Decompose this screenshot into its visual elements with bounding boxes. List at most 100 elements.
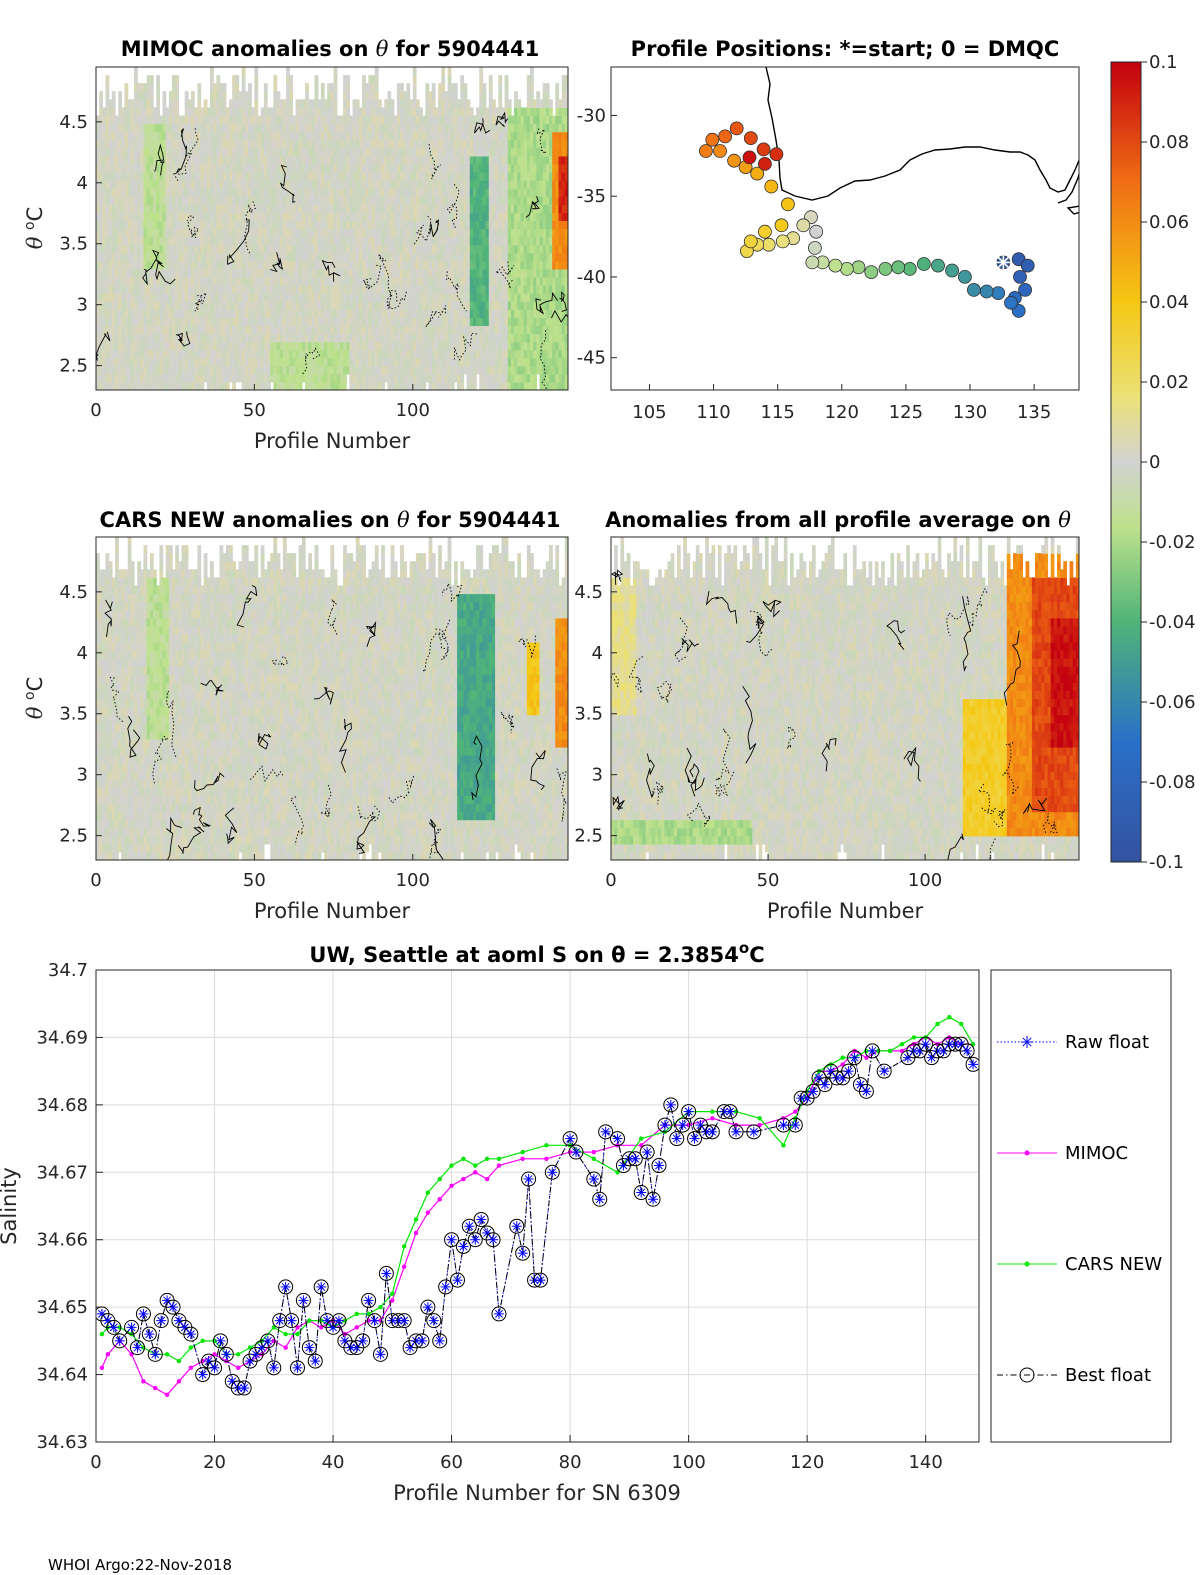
heatmap-cell bbox=[454, 341, 458, 351]
heatmap-cell bbox=[520, 276, 525, 286]
heatmap-cell bbox=[355, 131, 360, 141]
heatmap-cell bbox=[194, 115, 198, 125]
heatmap-cell bbox=[184, 381, 189, 390]
heatmap-cell bbox=[108, 341, 113, 351]
heatmap-cell bbox=[393, 220, 398, 230]
heatmap-cell bbox=[172, 293, 176, 302]
heatmap-cell bbox=[327, 212, 331, 221]
heatmap-cell bbox=[140, 309, 145, 318]
heatmap-cell bbox=[140, 107, 145, 117]
heatmap-cell bbox=[311, 236, 316, 246]
heatmap-cell bbox=[156, 349, 160, 359]
heatmap-cell bbox=[134, 115, 138, 125]
heatmap-cell bbox=[482, 373, 487, 383]
heatmap-cell bbox=[336, 147, 341, 157]
heatmap-cell bbox=[108, 131, 113, 141]
heatmap-cell bbox=[419, 325, 423, 335]
heatmap-cell bbox=[495, 131, 499, 141]
heatmap-cell bbox=[327, 155, 331, 165]
heatmap-cell bbox=[358, 244, 363, 254]
heatmap-cell bbox=[444, 163, 449, 173]
heatmap-cell bbox=[336, 163, 341, 173]
heatmap-cell bbox=[308, 276, 312, 286]
heatmap-cell bbox=[463, 228, 468, 238]
heatmap-cell bbox=[165, 139, 170, 149]
heatmap-cell bbox=[159, 285, 164, 294]
heatmap-cell bbox=[504, 276, 509, 286]
heatmap-cell bbox=[219, 228, 224, 238]
heatmap-cell bbox=[191, 349, 195, 359]
heatmap-cell bbox=[469, 365, 474, 375]
heatmap-cell bbox=[346, 252, 351, 262]
heatmap-cell bbox=[254, 155, 259, 165]
heatmap-cell bbox=[381, 357, 385, 367]
heatmap-cell bbox=[279, 365, 284, 375]
heatmap-cell bbox=[349, 381, 354, 390]
heatmap-cell bbox=[393, 123, 398, 133]
heatmap-cell bbox=[457, 333, 461, 343]
heatmap-cell bbox=[422, 252, 427, 262]
heatmap-cell bbox=[400, 204, 404, 213]
heatmap-cell bbox=[229, 333, 233, 343]
heatmap-cell bbox=[473, 131, 477, 141]
heatmap-cell bbox=[105, 139, 110, 149]
heatmap-cell bbox=[431, 83, 436, 92]
heatmap-cell bbox=[507, 196, 512, 205]
heatmap-cell bbox=[441, 204, 446, 213]
heatmap-cell bbox=[175, 212, 179, 221]
heatmap-cell bbox=[339, 341, 344, 351]
heatmap-cell bbox=[124, 357, 129, 367]
heatmap-cell bbox=[514, 180, 518, 189]
heatmap-cell bbox=[203, 252, 208, 262]
heatmap-cell bbox=[257, 180, 262, 189]
heatmap-cell bbox=[187, 357, 192, 367]
heatmap-cell bbox=[349, 333, 354, 343]
heatmap-cell bbox=[488, 139, 493, 149]
heatmap-cell bbox=[257, 196, 262, 205]
heatmap-cell bbox=[431, 349, 436, 359]
heatmap-cell bbox=[276, 147, 281, 157]
heatmap-cell bbox=[460, 236, 465, 246]
heatmap-cell bbox=[333, 244, 338, 254]
heatmap-cell bbox=[422, 236, 427, 246]
heatmap-cell bbox=[301, 139, 306, 149]
heatmap-cell bbox=[118, 333, 122, 343]
heatmap-cell bbox=[476, 301, 480, 310]
heatmap-cell bbox=[466, 301, 471, 310]
heatmap-cell bbox=[498, 373, 503, 383]
heatmap-cell bbox=[311, 180, 316, 189]
heatmap-cell bbox=[466, 172, 471, 181]
heatmap-cell bbox=[511, 155, 515, 165]
heatmap-cell bbox=[403, 260, 408, 270]
heatmap-cell bbox=[127, 285, 132, 294]
heatmap-cell bbox=[305, 196, 309, 205]
heatmap-cell bbox=[460, 196, 465, 205]
heatmap-cell bbox=[225, 196, 230, 205]
heatmap-cell bbox=[343, 381, 347, 390]
heatmap-cell bbox=[96, 260, 100, 270]
heatmap-cell bbox=[172, 341, 176, 351]
heatmap-cell bbox=[349, 163, 354, 173]
heatmap-cell bbox=[412, 365, 417, 375]
heatmap-cell bbox=[314, 317, 319, 326]
heatmap-cell bbox=[479, 244, 484, 254]
heatmap-cell bbox=[441, 252, 446, 262]
heatmap-cell bbox=[251, 147, 255, 157]
heatmap-cell bbox=[165, 147, 170, 157]
heatmap-cell bbox=[374, 373, 379, 383]
heatmap-cell bbox=[248, 349, 252, 359]
heatmap-cell bbox=[517, 341, 522, 351]
heatmap-cell bbox=[146, 381, 151, 390]
heatmap-cell bbox=[153, 188, 157, 197]
heatmap-cell bbox=[482, 107, 487, 117]
heatmap-cell bbox=[121, 341, 126, 351]
heatmap-cell bbox=[517, 163, 522, 173]
heatmap-cell bbox=[352, 285, 357, 294]
heatmap-cell bbox=[511, 172, 515, 181]
heatmap-cell bbox=[111, 228, 116, 238]
heatmap-cell bbox=[365, 147, 370, 157]
heatmap-cell bbox=[317, 188, 322, 197]
heatmap-cell bbox=[251, 172, 255, 181]
heatmap-cell bbox=[511, 381, 515, 390]
heatmap-cell bbox=[219, 220, 224, 230]
